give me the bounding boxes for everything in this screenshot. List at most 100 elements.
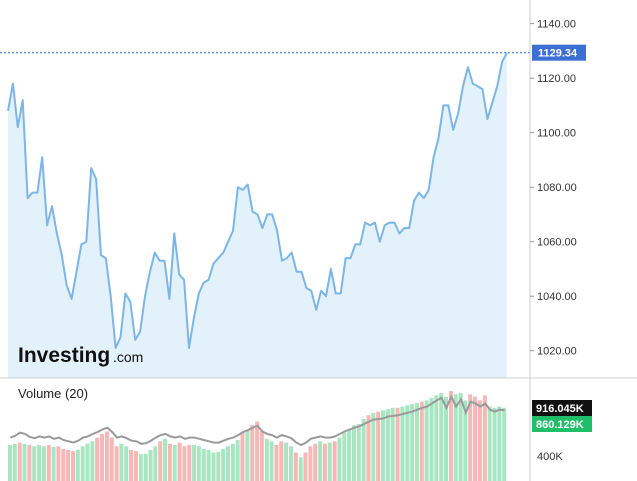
investing-logo: Investing .com [18,344,143,367]
volume-bar [444,396,448,481]
volume-bar [366,415,371,481]
volume-bar [41,446,46,481]
volume-bar [410,404,415,481]
volume-bar [497,406,502,481]
volume-bar [109,437,114,481]
volume-bar [216,451,221,481]
volume-bar [381,410,385,481]
volume-bar [192,445,197,481]
volume-bar [473,396,478,481]
volume-bar [453,394,458,481]
volume-bar [371,412,376,481]
volume-ma-line [10,394,505,447]
volume-bar [303,452,308,481]
volume-bar [46,445,51,481]
volume-bar [148,450,153,481]
volume-bar [284,442,289,481]
volume-badge [532,400,592,416]
price-tick-label: 1120.00 [537,73,576,85]
volume-badge [532,416,592,432]
logo-main-text: Investing [18,344,110,367]
volume-bar [187,445,192,481]
volume-bar [143,453,148,481]
volume-bar [172,445,177,481]
volume-bar [245,430,250,481]
volume-bar [230,443,235,481]
price-tick-label: 1060.00 [537,237,577,249]
volume-bar [221,448,226,481]
logo-sub-text: .com [113,349,143,365]
volume-bar [448,391,453,481]
volume-bar [400,406,405,481]
volume-bar [8,445,12,481]
volume-bar [424,400,429,481]
volume-bar [71,451,75,481]
volume-bar [124,446,129,481]
volume-bar [259,431,264,481]
volume-badge-label: 916.045K [536,403,584,415]
volume-bar [322,443,327,481]
volume-bar [327,442,332,481]
volume-bar [134,451,138,481]
volume-bar [492,407,497,481]
price-tick-label: 1100.00 [537,128,576,140]
volume-bar [240,432,245,481]
price-tick-label: 1140.00 [537,19,576,31]
price-line [7,52,508,349]
volume-bar [293,452,298,481]
volume-bar [415,402,419,481]
volume-bar [85,443,90,481]
volume-bar [75,450,80,481]
volume-bar [22,443,27,481]
price-axis: 1140.00 1120.00 1100.00 1080.00 1060.00 1040.… [529,0,586,481]
volume-bar [289,446,293,481]
volume-bar [167,443,172,481]
volume-bar [80,446,85,481]
volume-bar [12,443,17,481]
price-tick-label: 1040.00 [537,291,577,303]
volume-bar [90,441,95,481]
volume-bar [356,424,361,481]
last-price-badge [532,44,586,61]
volume-bar [226,446,230,481]
volume-bar [211,452,216,481]
volume-badge-label: 860.129K [536,419,584,431]
volume-bar [163,438,167,481]
volume-bar [487,406,492,481]
volume-bar [255,421,260,481]
volume-bar [477,400,482,481]
volume-bar [385,409,390,481]
volume-bar [32,446,37,481]
volume-bar [250,425,255,481]
volume-panel-title: Volume (20) [18,386,88,401]
volume-bar [114,446,119,481]
volume-bar [129,450,134,481]
volume-bar [482,395,487,481]
volume-bar [158,441,163,481]
volume-tick-label: 400K [537,451,563,463]
last-price-label: 1129.34 [538,48,578,60]
volume-bar [269,441,274,481]
volume-bar [196,446,201,481]
volume-bar [61,448,66,481]
volume-bar [376,411,381,481]
volume-bar [419,401,424,481]
volume-bar [201,448,206,481]
volume-bar [434,395,439,481]
volume-bar [104,431,109,481]
volume-bar [177,442,182,481]
volume-bar [298,457,303,481]
volume-bar [100,433,104,481]
volume-bar [95,437,100,481]
volume-bar [390,407,395,481]
volume-bar [274,445,279,481]
volume-bar [502,407,507,481]
price-series-area [7,52,508,378]
volume-bar [337,437,342,481]
volume-bar [27,445,32,481]
volume-bar [51,446,56,481]
volume-bar [264,438,269,481]
volume-bar [361,419,366,481]
